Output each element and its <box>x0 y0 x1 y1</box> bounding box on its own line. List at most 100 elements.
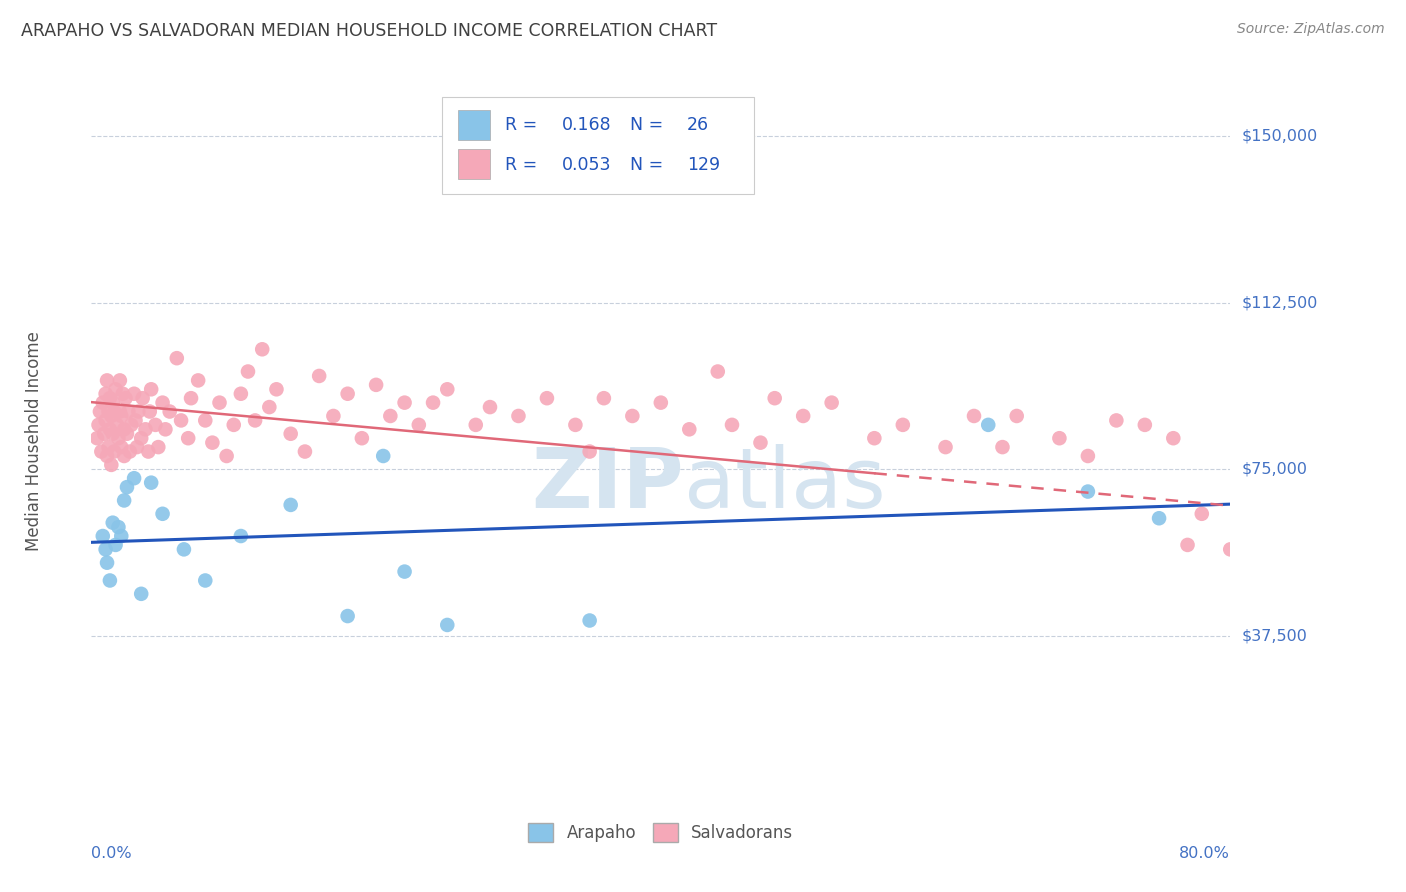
Point <box>1219 542 1241 557</box>
Point <box>115 426 138 441</box>
Point <box>350 431 373 445</box>
Text: R =: R = <box>505 116 537 134</box>
Text: $112,500: $112,500 <box>1241 295 1317 310</box>
Point <box>139 404 162 418</box>
Point <box>229 529 252 543</box>
Text: atlas: atlas <box>683 444 886 525</box>
Point <box>222 417 245 432</box>
Legend: Arapaho, Salvadorans: Arapaho, Salvadorans <box>522 816 800 848</box>
Point <box>749 435 772 450</box>
Point <box>101 426 124 441</box>
Point <box>108 404 131 418</box>
Point <box>678 422 700 436</box>
Point <box>122 471 145 485</box>
Point <box>1077 449 1099 463</box>
FancyBboxPatch shape <box>458 149 491 179</box>
Point <box>96 449 118 463</box>
Point <box>236 364 259 378</box>
Point <box>792 409 814 423</box>
Point <box>103 404 125 418</box>
Point <box>98 422 121 436</box>
Point <box>91 529 114 543</box>
Point <box>110 529 132 543</box>
Point <box>124 413 146 427</box>
Point <box>98 574 121 588</box>
Point <box>152 507 174 521</box>
Point <box>145 417 167 432</box>
Point <box>194 574 217 588</box>
Point <box>94 386 117 401</box>
Point <box>141 382 163 396</box>
Point <box>336 386 359 401</box>
Point <box>112 449 135 463</box>
Point <box>259 400 281 414</box>
Point <box>1333 498 1355 512</box>
Point <box>243 413 266 427</box>
Point <box>148 440 170 454</box>
Point <box>86 431 108 445</box>
Point <box>578 444 600 458</box>
Point <box>97 440 120 454</box>
Point <box>436 382 458 396</box>
Point <box>112 422 135 436</box>
Point <box>721 417 744 432</box>
Point <box>170 413 193 427</box>
Point <box>308 368 330 383</box>
Point <box>1389 587 1406 601</box>
Point <box>280 498 302 512</box>
Point <box>621 409 644 423</box>
Point <box>104 538 127 552</box>
Point <box>408 417 430 432</box>
Text: $150,000: $150,000 <box>1241 128 1317 144</box>
Point <box>215 449 238 463</box>
Point <box>103 444 125 458</box>
Point <box>97 404 120 418</box>
Point <box>100 409 122 423</box>
Point <box>141 475 163 490</box>
Point <box>89 404 111 418</box>
Point <box>422 395 444 409</box>
Point <box>1005 409 1028 423</box>
Text: 80.0%: 80.0% <box>1180 847 1230 861</box>
Point <box>1291 547 1313 561</box>
Point <box>364 377 387 392</box>
Point <box>93 426 115 441</box>
Point <box>394 395 416 409</box>
Point <box>125 440 148 454</box>
Point <box>118 444 141 458</box>
Point <box>96 556 118 570</box>
Point <box>1305 556 1327 570</box>
Point <box>112 493 135 508</box>
Point <box>111 386 134 401</box>
Text: R =: R = <box>505 156 537 174</box>
Point <box>436 618 458 632</box>
Point <box>380 409 402 423</box>
Point <box>508 409 530 423</box>
Text: 0.168: 0.168 <box>562 116 612 134</box>
Point <box>1191 507 1213 521</box>
Point <box>478 400 502 414</box>
Point <box>1161 431 1184 445</box>
Point <box>108 373 131 387</box>
Point <box>173 542 195 557</box>
Point <box>891 417 914 432</box>
Point <box>101 395 124 409</box>
Point <box>1247 529 1270 543</box>
Point <box>138 444 160 458</box>
Point <box>120 417 142 432</box>
Point <box>1105 413 1128 427</box>
Point <box>107 520 129 534</box>
Point <box>110 409 132 423</box>
Point <box>187 373 209 387</box>
Text: 0.053: 0.053 <box>562 156 612 174</box>
Point <box>208 395 231 409</box>
Point <box>122 386 145 401</box>
Point <box>1361 542 1384 557</box>
Point <box>821 395 844 409</box>
Text: N =: N = <box>630 156 664 174</box>
Text: ZIP: ZIP <box>531 444 683 525</box>
Point <box>1049 431 1071 445</box>
Point <box>229 386 252 401</box>
Point <box>94 413 117 427</box>
Text: ARAPAHO VS SALVADORAN MEDIAN HOUSEHOLD INCOME CORRELATION CHART: ARAPAHO VS SALVADORAN MEDIAN HOUSEHOLD I… <box>21 22 717 40</box>
